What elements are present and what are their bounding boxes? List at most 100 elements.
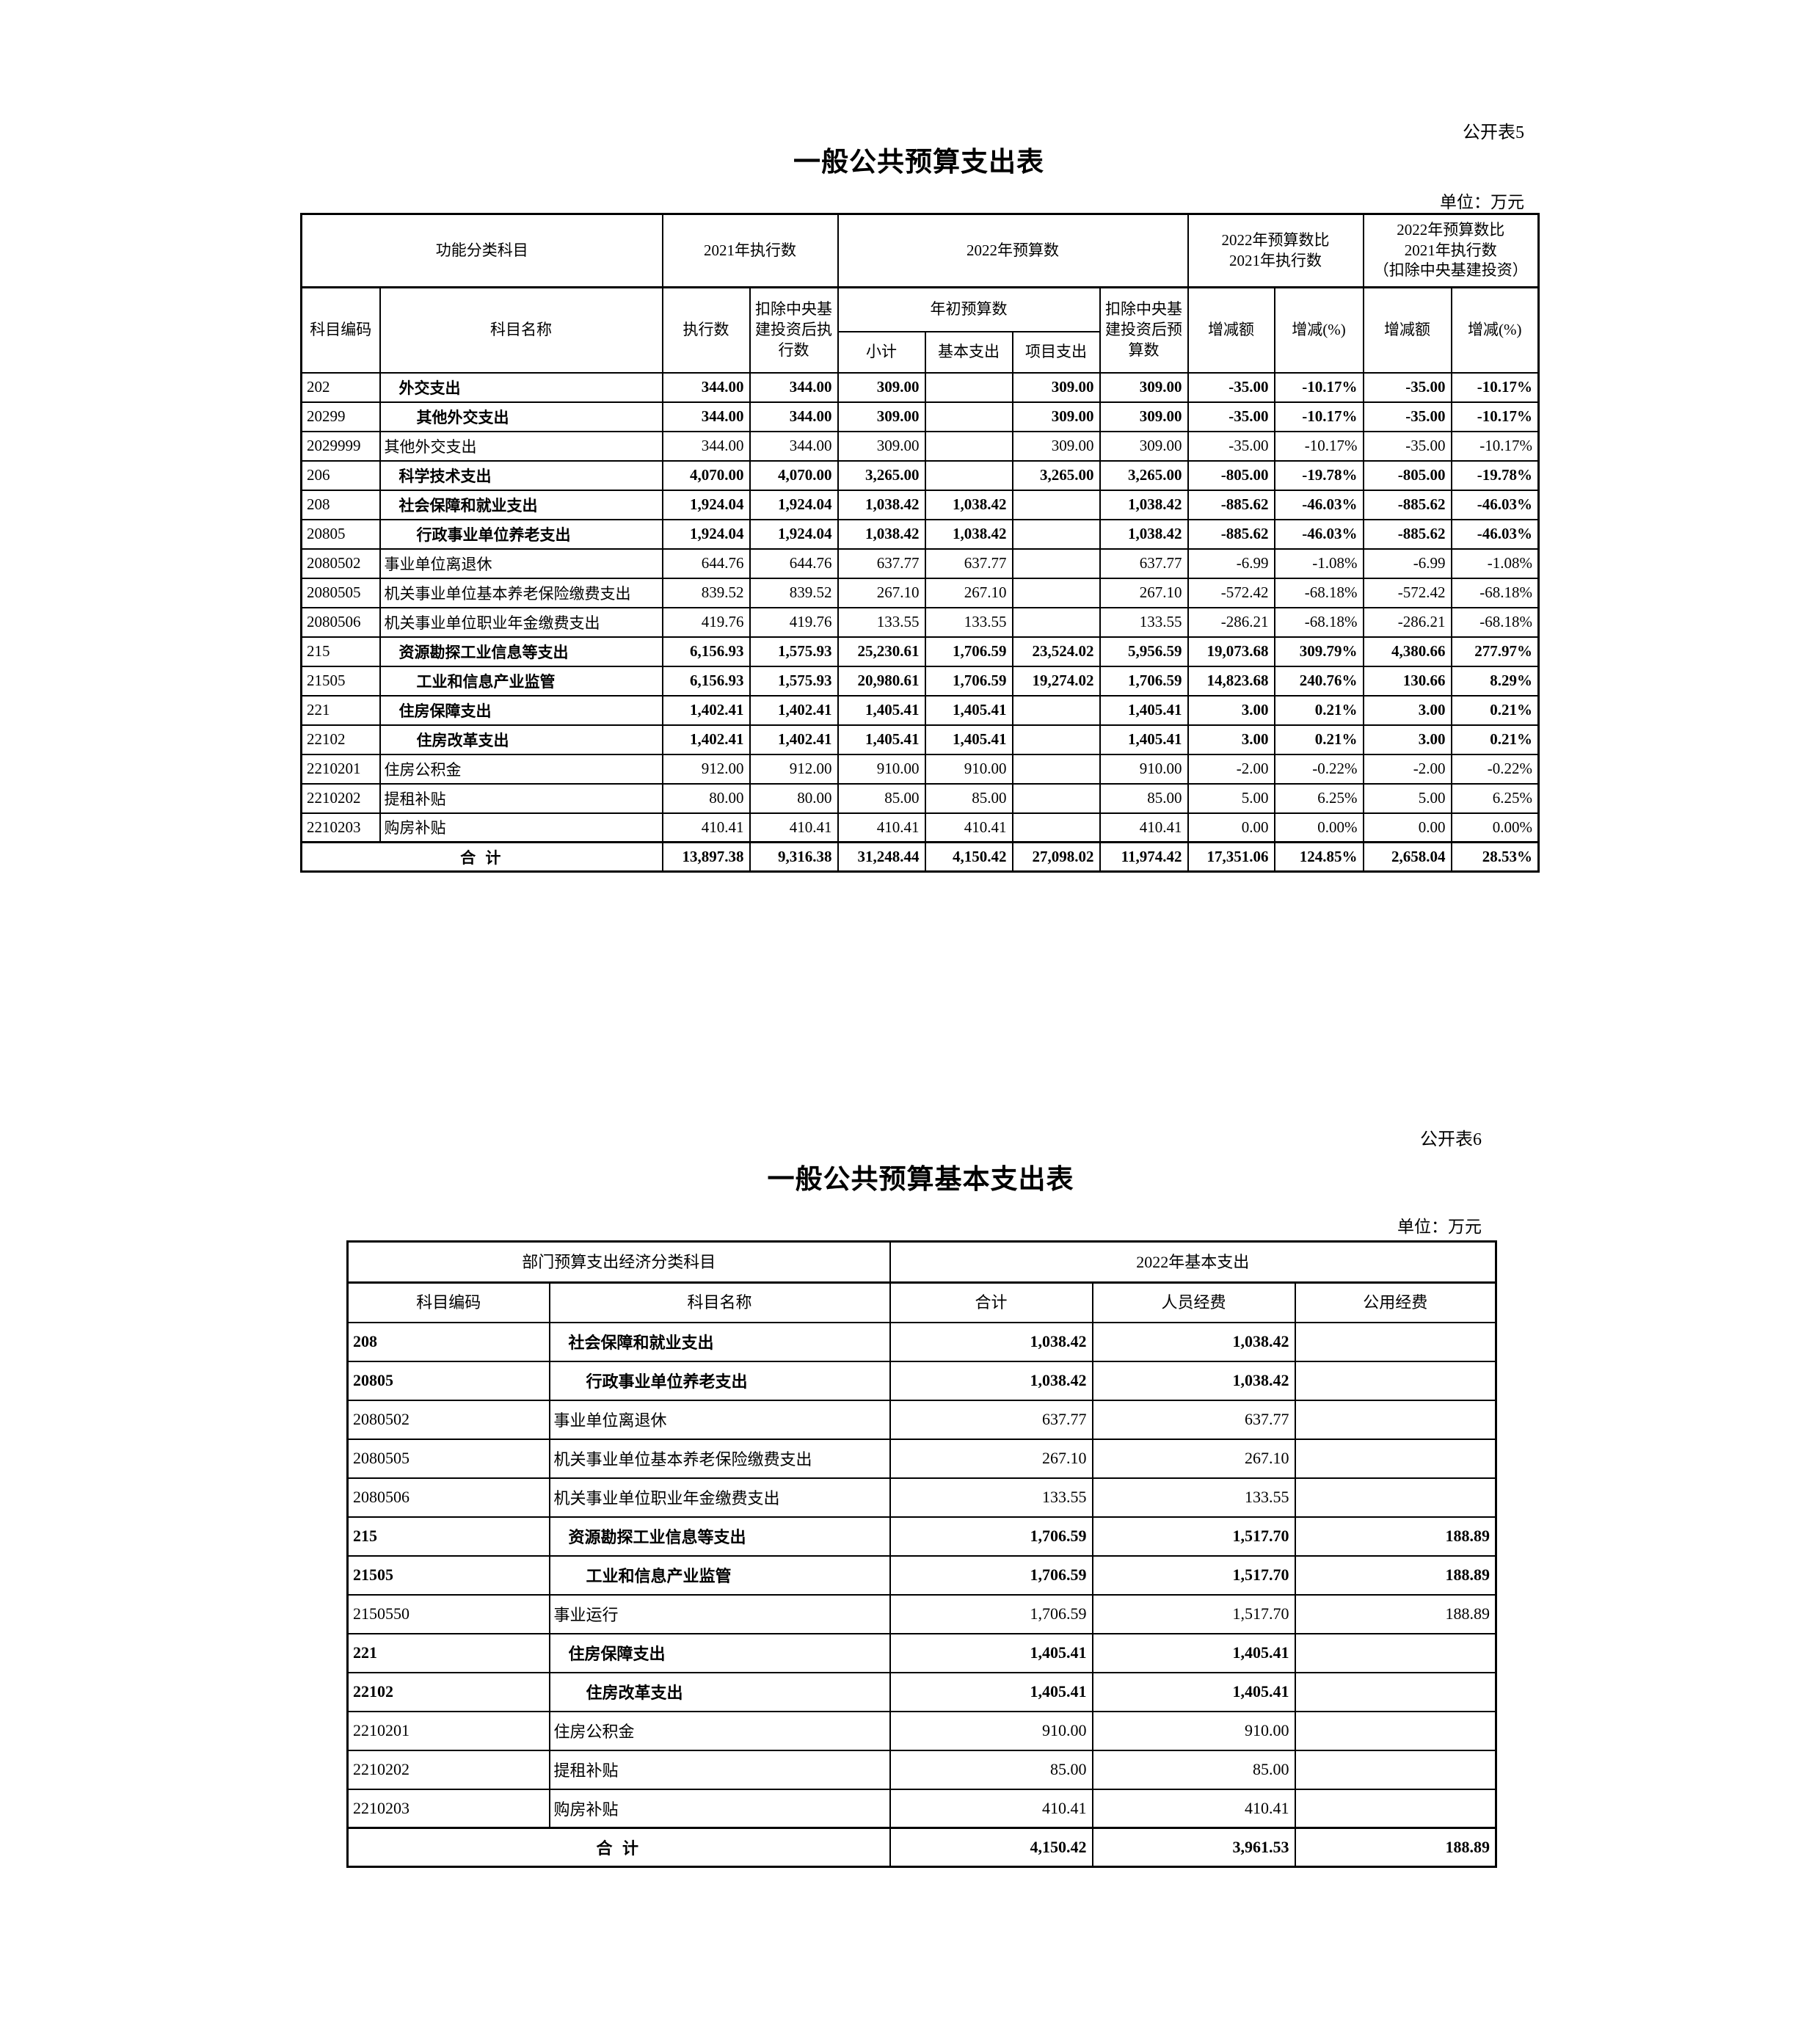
cell-value: 912.00 <box>749 753 839 785</box>
cell-value: 188.89 <box>1294 1516 1497 1557</box>
total-label: 合 计 <box>346 1827 891 1868</box>
cell-subject-code: 215 <box>300 636 381 667</box>
cell-value <box>1294 1632 1497 1673</box>
cell-value: -0.22% <box>1273 753 1364 785</box>
cell-value: 27,098.02 <box>1011 841 1101 873</box>
cell-subject-code: 21505 <box>300 665 381 697</box>
header-total: 合计 <box>889 1281 1093 1323</box>
cell-value: -46.03% <box>1273 489 1364 520</box>
cell-value: 240.76% <box>1273 665 1364 697</box>
cell-value: 6,156.93 <box>661 636 751 667</box>
cell-subject-code: 2210201 <box>346 1710 550 1751</box>
cell-value: 1,402.41 <box>661 724 751 755</box>
cell-value: -46.03% <box>1450 489 1540 520</box>
header-comparison-excluding-central: 2022年预算数比 2021年执行数 （扣除中央基建投资） <box>1362 213 1540 288</box>
table-row: 202 外交支出 344.00 344.00 309.00 309.00 309.00 -35… <box>300 371 1540 403</box>
cell-value: 6.25% <box>1450 782 1540 814</box>
cell-value: 1,038.42 <box>1091 1360 1296 1401</box>
header-personnel-funds: 人员经费 <box>1091 1281 1296 1323</box>
cell-value: 3.00 <box>1187 694 1275 726</box>
cell-value: 637.77 <box>1099 548 1189 579</box>
cell-value: 3,265.00 <box>1099 459 1189 491</box>
cell-value: -46.03% <box>1450 518 1540 550</box>
cell-value: 130.66 <box>1362 665 1452 697</box>
cell-value: -10.17% <box>1450 371 1540 403</box>
cell-value <box>1011 577 1101 608</box>
cell-value: -10.17% <box>1273 430 1364 462</box>
cell-value: 267.10 <box>1099 577 1189 608</box>
cell-value: 0.21% <box>1450 694 1540 726</box>
cell-value: 309.79% <box>1273 636 1364 667</box>
cell-subject-code: 21505 <box>346 1554 550 1596</box>
cell-value: 309.00 <box>1099 401 1189 432</box>
cell-value: 1,575.93 <box>749 636 839 667</box>
cell-value: -35.00 <box>1362 371 1452 403</box>
header-subject-name: 科目名称 <box>548 1281 891 1323</box>
cell-subject-code: 221 <box>300 694 381 726</box>
cell-subject-name: 事业单位离退休 <box>548 1399 891 1440</box>
cell-value: 419.76 <box>749 606 839 638</box>
cell-subject-code: 2150550 <box>346 1593 550 1634</box>
cell-value <box>1011 724 1101 755</box>
table-row: 2080505 机关事业单位基本养老保险缴费支出 267.10 267.10 <box>346 1438 1497 1479</box>
cell-subject-code: 2080505 <box>300 577 381 608</box>
table-row: 215 资源勘探工业信息等支出 1,706.59 1,517.70 188.89 <box>346 1516 1497 1557</box>
cell-value <box>1294 1438 1497 1479</box>
cell-value <box>924 371 1013 403</box>
cell-value: 1,402.41 <box>661 694 751 726</box>
cell-value: 188.89 <box>1294 1554 1497 1596</box>
cell-subject-code: 2210201 <box>300 753 381 785</box>
cell-value: -68.18% <box>1273 577 1364 608</box>
cell-value: 28.53% <box>1450 841 1540 873</box>
table-row: 2210201 住房公积金 910.00 910.00 <box>346 1710 1497 1751</box>
cell-value: -46.03% <box>1273 518 1364 550</box>
sheet-label: 公开表6 <box>1420 1130 1482 1149</box>
cell-subject-name: 住房公积金 <box>379 753 663 785</box>
cell-value <box>1011 518 1101 550</box>
cell-value: 124.85% <box>1273 841 1364 873</box>
cell-value: 277.97% <box>1450 636 1540 667</box>
cell-value: 410.41 <box>661 812 751 843</box>
cell-value: -68.18% <box>1450 606 1540 638</box>
table-row: 208 社会保障和就业支出 1,924.04 1,924.04 1,038.42 1,03… <box>300 489 1540 520</box>
cell-value: 267.10 <box>837 577 926 608</box>
table-row: 22102 住房改革支出 1,405.41 1,405.41 <box>346 1671 1497 1712</box>
cell-value: 5,956.59 <box>1099 636 1189 667</box>
cell-value <box>1011 489 1101 520</box>
table-row: 2210203 购房补贴 410.41 410.41 <box>346 1788 1497 1829</box>
header-initial-budget: 年初预算数 <box>837 286 1101 332</box>
cell-value: 410.41 <box>924 812 1013 843</box>
header-executed: 执行数 <box>661 286 751 374</box>
cell-value <box>1294 1399 1497 1440</box>
cell-value: 0.00% <box>1273 812 1364 843</box>
table-row: 208 社会保障和就业支出 1,038.42 1,038.42 <box>346 1321 1497 1362</box>
cell-value: -68.18% <box>1450 577 1540 608</box>
cell-value: -805.00 <box>1362 459 1452 491</box>
cell-value: -885.62 <box>1187 489 1275 520</box>
cell-value: -885.62 <box>1362 518 1452 550</box>
cell-value: 0.21% <box>1273 694 1364 726</box>
sub-header-row: 科目编码 科目名称 执行数 扣除中央基建投资后执行数 年初预算数 扣除中央基建投… <box>300 286 1540 374</box>
cell-subject-code: 22102 <box>346 1671 550 1712</box>
cell-value: 80.00 <box>661 782 751 814</box>
cell-subject-name: 住房公积金 <box>548 1710 891 1751</box>
cell-value <box>1011 548 1101 579</box>
cell-value <box>1294 1749 1497 1790</box>
cell-value: 1,517.70 <box>1091 1516 1296 1557</box>
sub-header-row: 科目编码 科目名称 合计 人员经费 公用经费 <box>346 1281 1497 1323</box>
cell-subject-name: 住房保障支出 <box>379 694 663 726</box>
cell-subject-name: 社会保障和就业支出 <box>379 489 663 520</box>
cell-value: 1,038.42 <box>1099 489 1189 520</box>
header-delta-percent-excluding: 增减(%) <box>1450 286 1540 374</box>
cell-value: 6,156.93 <box>661 665 751 697</box>
cell-value: -35.00 <box>1362 430 1452 462</box>
cell-value: 410.41 <box>1091 1788 1296 1829</box>
cell-subject-code: 215 <box>346 1516 550 1557</box>
header-budget-excluding: 扣除中央基建投资后预算数 <box>1099 286 1189 374</box>
cell-value: 1,517.70 <box>1091 1554 1296 1596</box>
cell-value: 3.00 <box>1362 694 1452 726</box>
cell-value: 133.55 <box>1091 1477 1296 1518</box>
cell-subject-name: 提租补贴 <box>548 1749 891 1790</box>
cell-value: 1,924.04 <box>749 518 839 550</box>
cell-value: 133.55 <box>837 606 926 638</box>
